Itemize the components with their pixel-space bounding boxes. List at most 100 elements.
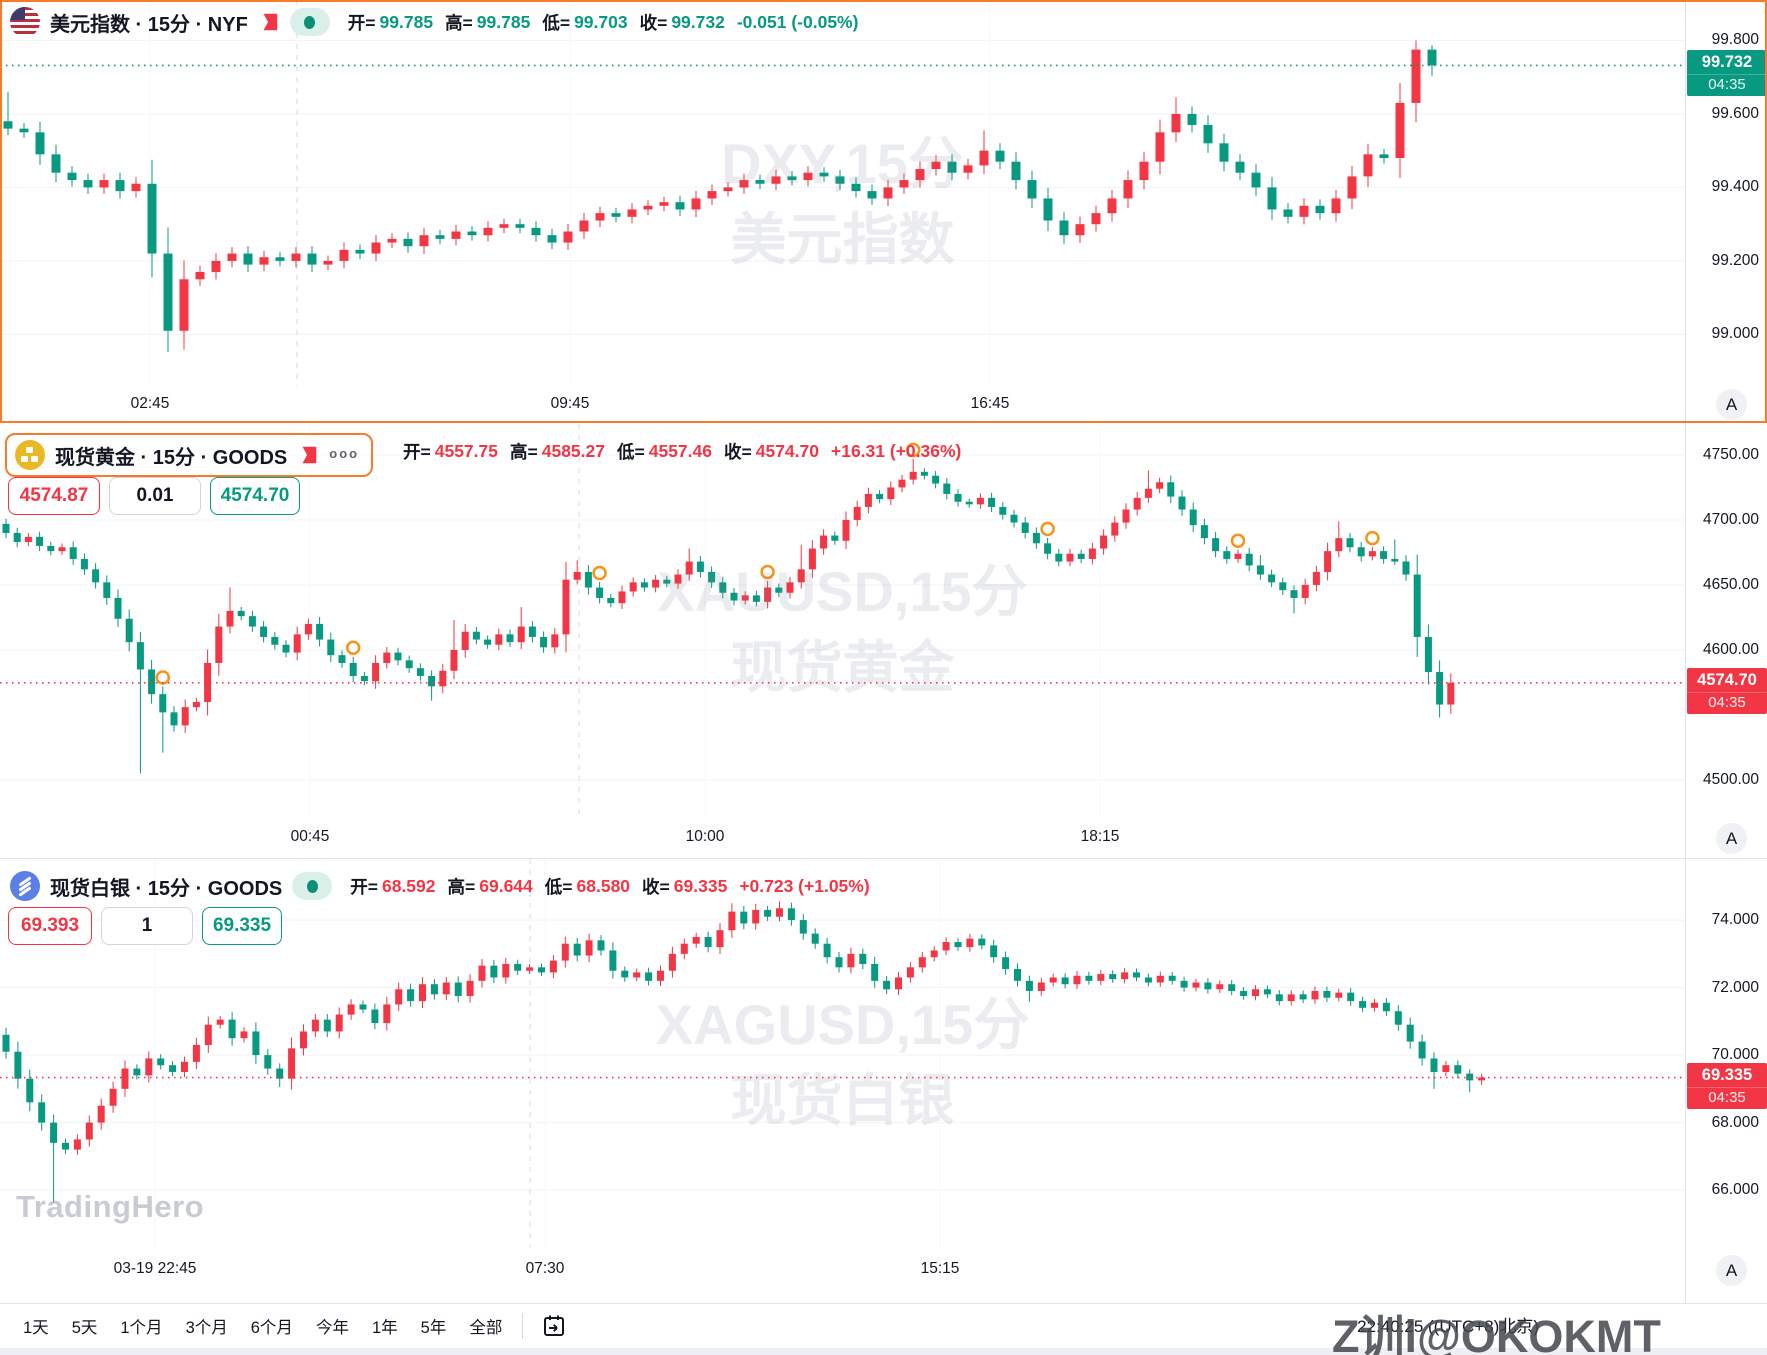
status-dot-pill[interactable] xyxy=(292,872,333,900)
candle-down xyxy=(490,965,498,978)
price-tick-label: 4700.00 xyxy=(1702,510,1759,528)
candle-up xyxy=(741,595,749,601)
price-tick-label: 72.000 xyxy=(1711,978,1759,996)
candle-down xyxy=(645,972,653,981)
candle-down xyxy=(92,569,100,583)
order-marker-icon[interactable] xyxy=(155,670,171,685)
candle-up xyxy=(1411,49,1421,103)
range-5y[interactable]: 5年 xyxy=(420,1319,447,1337)
ohlc-value: 99.785 xyxy=(379,11,434,32)
candle-up xyxy=(887,487,895,500)
candle-down xyxy=(148,669,156,695)
spread-field[interactable]: 0.01 xyxy=(109,477,201,515)
time-tick-label: 16:45 xyxy=(970,395,1010,412)
candle-down xyxy=(1203,124,1213,144)
dxy-candlestick-chart[interactable] xyxy=(0,0,1685,386)
candle-down xyxy=(19,128,29,133)
candle-down xyxy=(1014,969,1021,981)
more-options-icon[interactable]: ooo xyxy=(329,445,360,461)
badge-price: 69.335 xyxy=(1701,1065,1753,1084)
candle-down xyxy=(851,183,861,192)
candle-down xyxy=(1279,582,1287,591)
ask-button[interactable]: 69.335 xyxy=(202,907,282,945)
candle-down xyxy=(1168,975,1176,981)
candle-up xyxy=(526,967,534,971)
candle-down xyxy=(1323,990,1331,998)
candle-down xyxy=(1402,561,1410,575)
candle-down xyxy=(1011,161,1021,181)
candle-up xyxy=(1171,113,1181,133)
range-1y[interactable]: 1年 xyxy=(371,1319,398,1337)
candle-up xyxy=(573,571,581,580)
candle-up xyxy=(786,582,794,593)
candle-down xyxy=(1382,1002,1390,1012)
candle-down xyxy=(1133,972,1140,978)
candle-up xyxy=(585,940,593,956)
candle-down xyxy=(1027,180,1037,199)
candle-up xyxy=(419,235,429,247)
range-ytd[interactable]: 今年 xyxy=(315,1319,349,1337)
candle-down xyxy=(237,610,245,617)
gold-time-axis[interactable]: 00:45 10:00 18:15 A xyxy=(0,818,1767,858)
bid-button[interactable]: 4574.87 xyxy=(8,477,100,515)
dxy-time-axis[interactable]: 02:45 09:45 16:45 A xyxy=(0,386,1767,421)
gold-symbol-title[interactable]: 现货黄金 · 15分 · GOODS xyxy=(55,446,288,469)
candle-up xyxy=(883,187,893,199)
order-marker-icon[interactable] xyxy=(760,564,775,580)
candle-up xyxy=(131,183,141,192)
candle-up xyxy=(633,972,641,978)
clock-timezone[interactable]: 22:40:25 ((UTC+8)北京) xyxy=(1357,1317,1539,1336)
gold-candlestick-chart[interactable] xyxy=(0,424,1685,818)
bid-button[interactable]: 69.393 xyxy=(8,907,92,945)
candle-down xyxy=(83,180,93,188)
spread-field[interactable]: 1 xyxy=(101,907,193,945)
order-marker-icon[interactable] xyxy=(1040,521,1055,537)
candle-down xyxy=(454,982,462,997)
flag-bookmark-icon[interactable] xyxy=(258,11,280,33)
auto-scale-button[interactable]: A xyxy=(1716,823,1747,854)
range-6m[interactable]: 6个月 xyxy=(250,1319,293,1337)
range-3m[interactable]: 3个月 xyxy=(185,1319,228,1337)
candle-up xyxy=(909,471,917,480)
order-marker-icon[interactable] xyxy=(905,442,921,458)
order-marker-icon[interactable] xyxy=(592,565,607,581)
candle-up xyxy=(1363,154,1373,177)
dxy-symbol-title[interactable]: 美元指数 · 15分 · NYF xyxy=(50,13,248,36)
range-all[interactable]: 全部 xyxy=(469,1319,503,1337)
ask-button[interactable]: 4574.70 xyxy=(210,477,300,515)
auto-scale-button[interactable]: A xyxy=(1716,1255,1747,1286)
badge-countdown: 04:35 xyxy=(1687,1086,1767,1109)
candle-up xyxy=(1155,132,1165,162)
range-1m[interactable]: 1个月 xyxy=(120,1319,163,1337)
order-marker-icon[interactable] xyxy=(345,640,361,655)
status-dot-pill[interactable] xyxy=(289,8,330,36)
candle-down xyxy=(883,980,891,990)
auto-scale-button[interactable]: A xyxy=(1716,389,1747,420)
candle-down xyxy=(611,213,621,217)
candle-up xyxy=(419,984,426,1002)
silver-symbol-title[interactable]: 现货白银 · 15分 · GOODS xyxy=(50,877,283,900)
silver-time-axis[interactable]: 03-19 22:45 07:30 15:15 A xyxy=(0,1248,1767,1303)
candle-down xyxy=(990,945,998,958)
candle-up xyxy=(1368,551,1376,557)
candle-up xyxy=(1049,977,1057,983)
candle-down xyxy=(978,938,986,946)
range-1d[interactable]: 1天 xyxy=(23,1319,49,1337)
candle-up xyxy=(179,279,189,331)
range-5d[interactable]: 5天 xyxy=(71,1319,98,1337)
candle-up xyxy=(1133,497,1141,510)
candle-down xyxy=(1109,974,1117,980)
gold-header-box[interactable]: 现货黄金 · 15分 · GOODS ooo xyxy=(5,433,374,477)
candle-up xyxy=(451,231,461,239)
candle-up xyxy=(211,260,221,272)
candle-down xyxy=(1436,672,1444,705)
candle-up xyxy=(629,582,637,592)
go-to-date-icon[interactable] xyxy=(541,1313,567,1339)
order-marker-icon[interactable] xyxy=(1230,533,1246,548)
candle-down xyxy=(1178,496,1186,510)
flag-bookmark-icon[interactable] xyxy=(297,444,319,466)
order-marker-icon[interactable] xyxy=(1365,530,1380,546)
candle-down xyxy=(271,636,279,645)
candle-down xyxy=(995,150,1005,162)
candle-down xyxy=(467,231,477,236)
